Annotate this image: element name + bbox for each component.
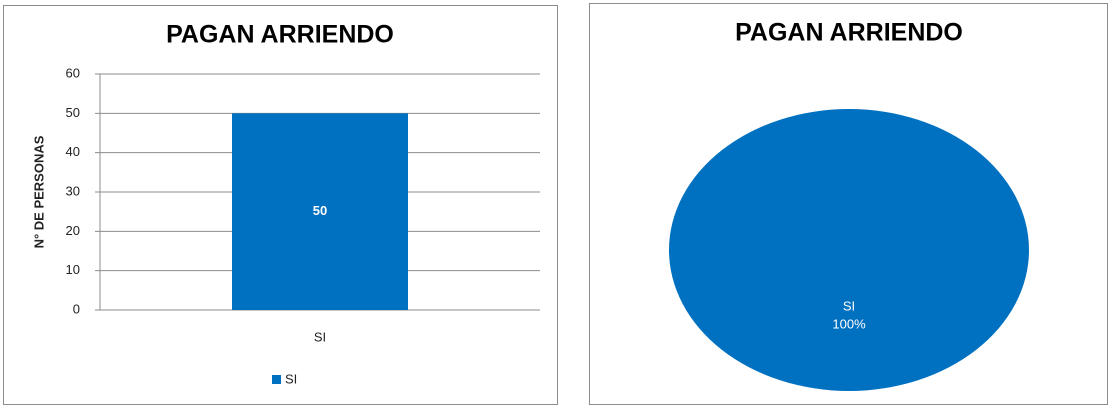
legend-label: SI: [285, 371, 297, 386]
y-axis-label: N° DE PERSONAS: [31, 135, 46, 248]
y-tick-label: 20: [66, 223, 80, 238]
data-label: 50: [313, 203, 327, 218]
bar: [232, 113, 408, 310]
x-tick-label: SI: [314, 329, 326, 344]
y-tick-label: 60: [66, 65, 80, 80]
data-label-category: SI: [843, 299, 855, 314]
pie-slice: [669, 109, 1029, 391]
data-label: 100%: [832, 317, 866, 332]
chart-title: PAGAN ARRIENDO: [735, 19, 963, 47]
y-tick-label: 40: [66, 144, 80, 159]
y-tick-label: 10: [66, 262, 80, 277]
chart-title: PAGAN ARRIENDO: [166, 21, 394, 49]
y-tick-label: 0: [73, 301, 80, 316]
y-tick-label: 30: [66, 183, 80, 198]
y-tick-label: 50: [66, 105, 80, 120]
legend-swatch: [272, 375, 281, 384]
